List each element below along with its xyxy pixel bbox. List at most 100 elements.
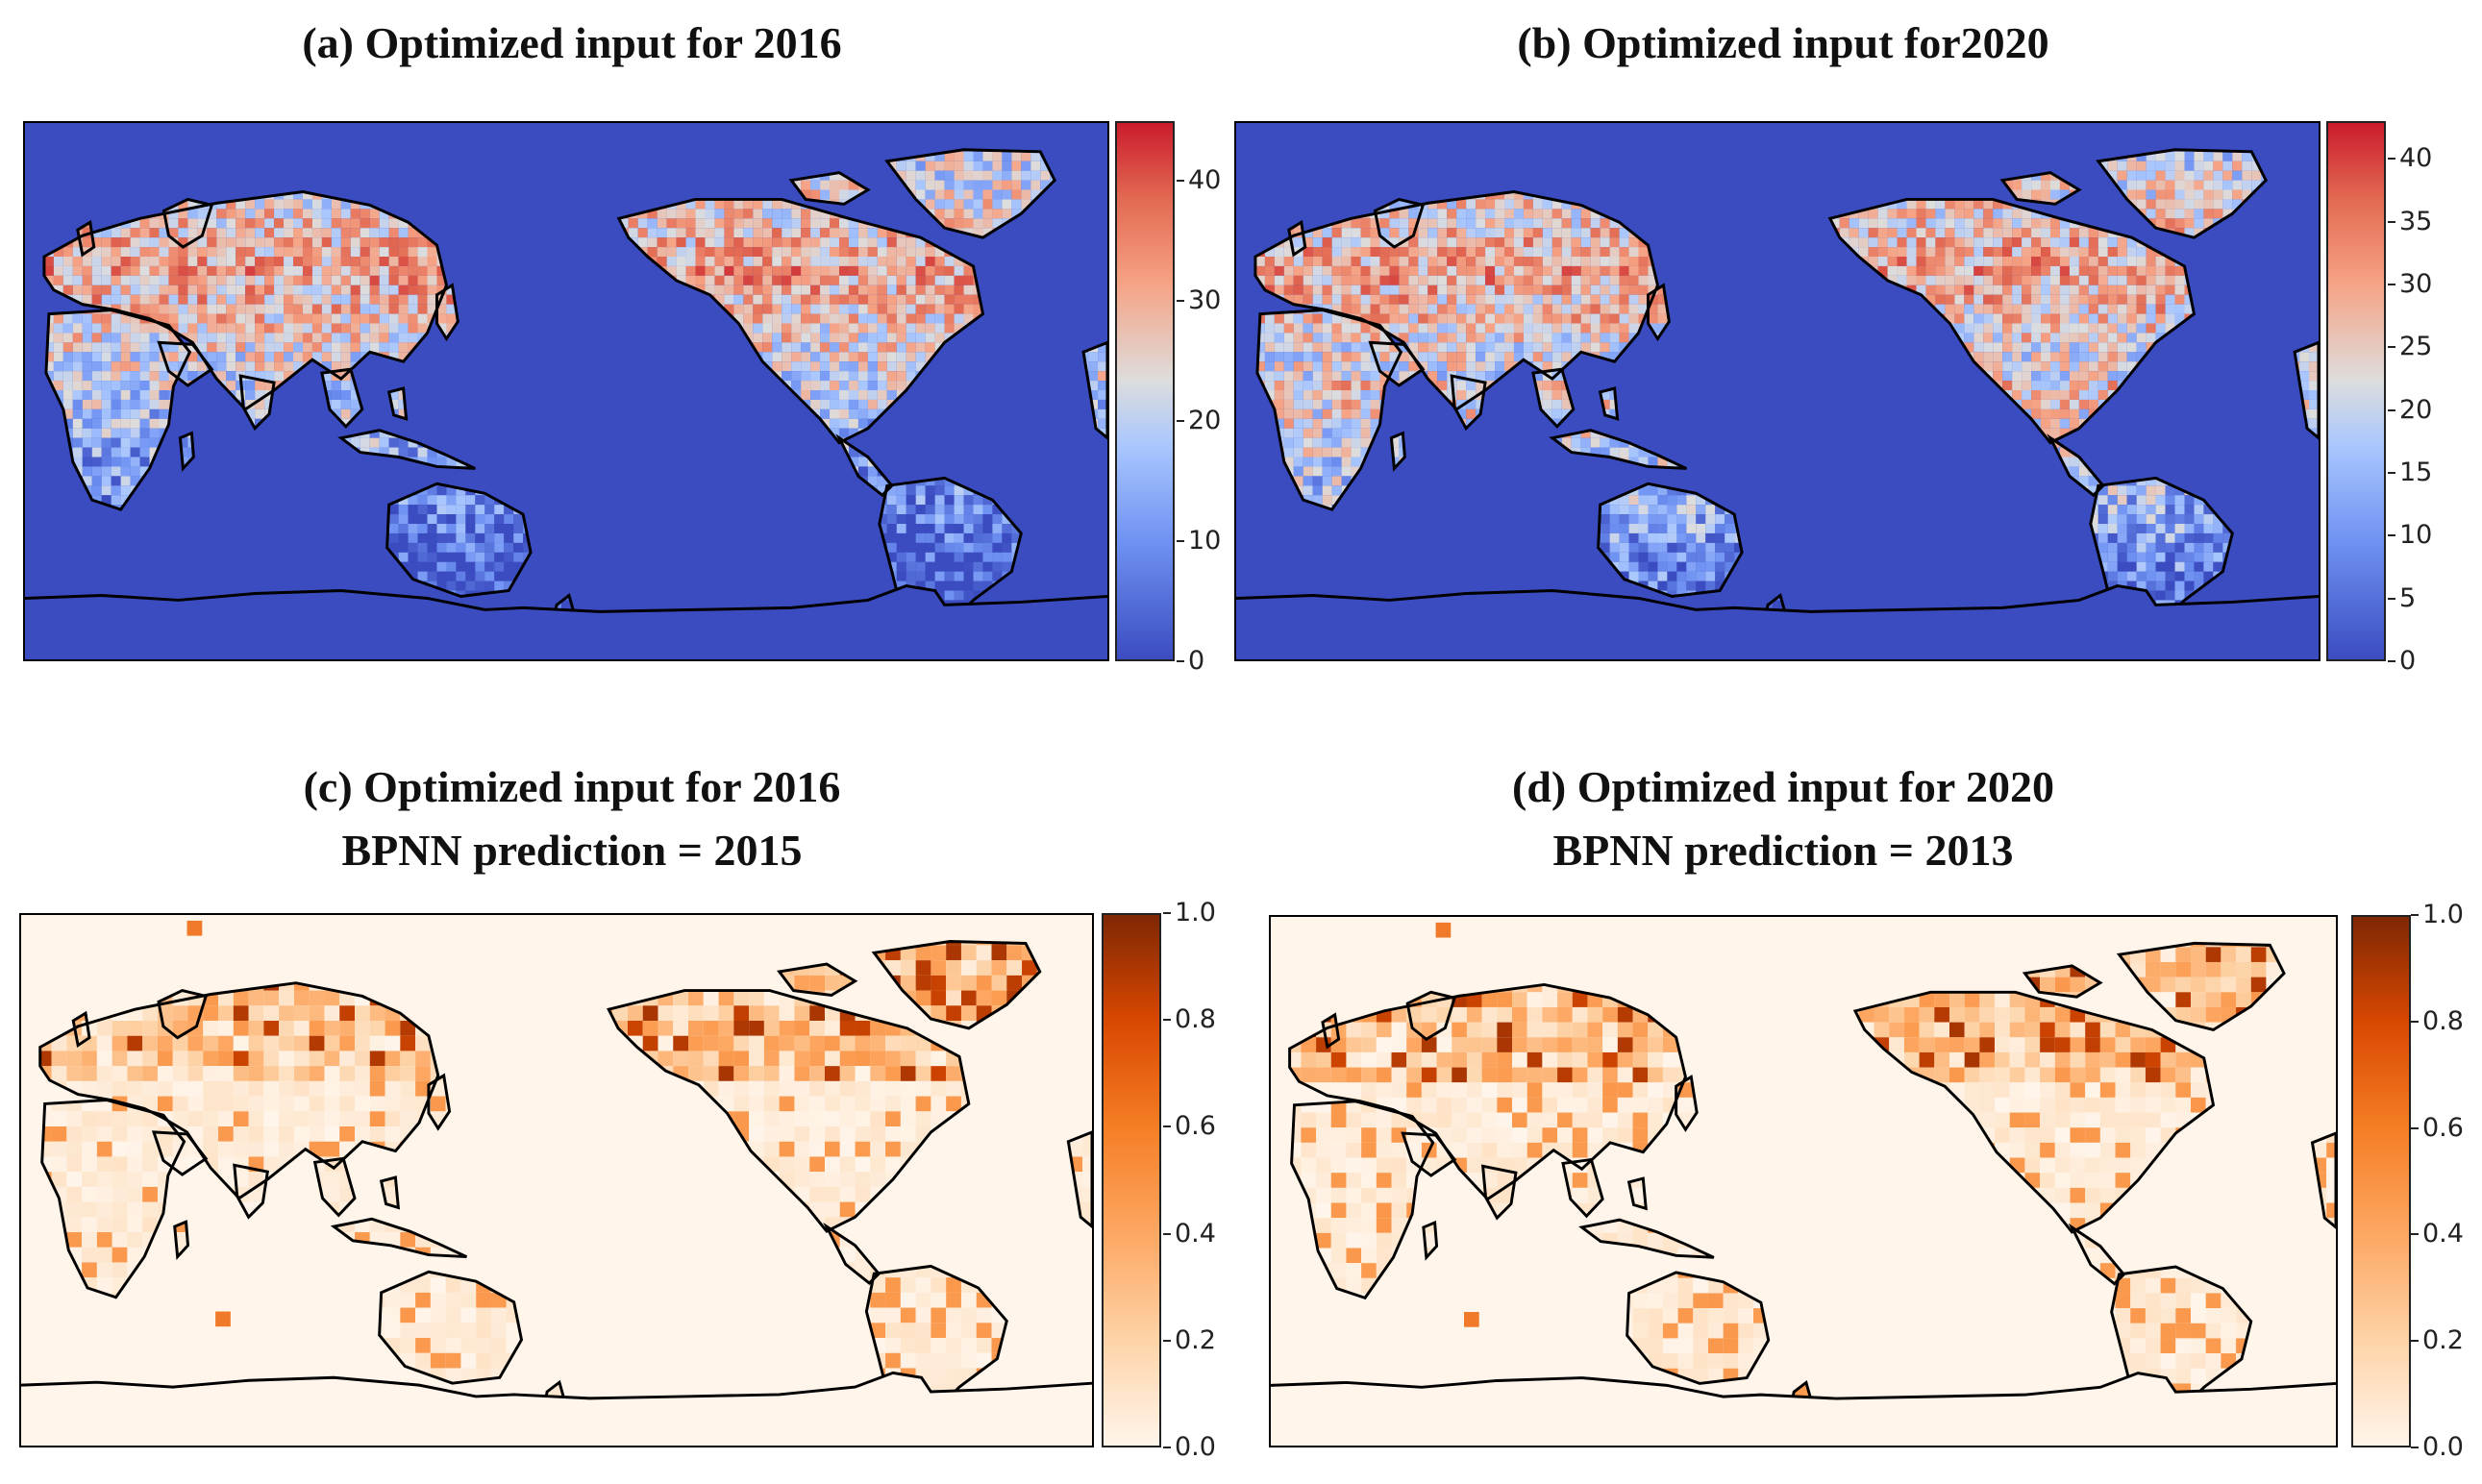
heat-cell	[350, 333, 360, 343]
heat-cell	[810, 294, 821, 305]
heat-cell	[149, 361, 160, 372]
heat-cell	[446, 485, 457, 496]
heat-cell	[408, 313, 418, 324]
heat-cell	[311, 284, 322, 295]
heat-cell	[934, 323, 945, 334]
heat-cell	[762, 209, 773, 219]
heat-cell	[820, 294, 831, 305]
heat-cell	[820, 399, 831, 409]
heat-cell	[925, 495, 935, 506]
heat-cell	[388, 333, 399, 343]
heat-cell	[101, 371, 112, 382]
heat-cell	[848, 218, 858, 229]
heat-cell	[934, 275, 945, 285]
heat-cell	[820, 237, 831, 248]
heat-cell	[130, 408, 140, 419]
heat-cell	[111, 313, 121, 324]
heat-cell	[398, 505, 409, 515]
heat-cell	[944, 265, 955, 276]
heat-cell	[944, 275, 955, 285]
heat-cell	[762, 265, 773, 276]
heat-cell	[120, 352, 131, 362]
heat-cell	[877, 399, 887, 409]
heat-cell	[1088, 361, 1099, 372]
heat-cell	[408, 284, 418, 295]
heat-cell	[1002, 161, 1012, 171]
heat-cell	[388, 390, 399, 400]
heat-cell	[226, 342, 236, 353]
heat-cell	[331, 237, 341, 248]
heat-cell	[159, 265, 169, 276]
heat-cell	[331, 361, 341, 372]
heat-cell	[992, 189, 1003, 200]
heat-cell	[91, 275, 102, 285]
heat-cell	[398, 313, 409, 324]
heat-cell	[838, 408, 849, 419]
heat-cell	[838, 371, 849, 382]
heat-cell	[801, 189, 811, 200]
heat-cell	[705, 218, 715, 229]
heat-cell	[264, 247, 275, 258]
heat-cell	[207, 333, 217, 343]
heat-cell	[130, 228, 140, 238]
heat-cell	[685, 209, 696, 219]
heat-cell	[896, 284, 906, 295]
heat-cell	[178, 342, 188, 353]
heat-cell	[1098, 408, 1107, 419]
heat-cell	[369, 304, 380, 314]
heat-cell	[91, 294, 102, 305]
heat-cell	[982, 209, 993, 219]
heat-cell	[992, 218, 1003, 229]
heat-cell	[695, 247, 706, 258]
heat-cell	[408, 237, 418, 248]
heat-cell	[1098, 381, 1107, 391]
heat-cell	[139, 361, 150, 372]
heat-cell	[408, 304, 418, 314]
heat-cell	[906, 532, 916, 543]
heat-cell	[236, 257, 246, 266]
heat-cell	[954, 495, 964, 506]
heat-cell	[791, 381, 802, 391]
heat-cell	[801, 275, 811, 285]
heat-cell	[91, 476, 102, 486]
heat-cell	[369, 342, 380, 353]
heat-cell	[666, 218, 677, 229]
heat-cell	[772, 257, 782, 266]
heat-cell	[724, 257, 734, 266]
heat-cell	[484, 532, 495, 543]
heat-cell	[82, 371, 92, 382]
heat-cell	[293, 228, 303, 238]
heat-cell	[925, 524, 935, 533]
heat-cell	[906, 505, 916, 515]
heat-cell	[207, 361, 217, 372]
heat-cell	[830, 323, 839, 334]
heat-cell	[772, 361, 782, 372]
heat-cell	[321, 381, 332, 391]
heat-cell	[925, 514, 935, 525]
heat-cell	[446, 323, 457, 334]
heat-cell	[331, 247, 341, 258]
heat-cell	[934, 333, 945, 343]
heat-cell	[130, 237, 140, 248]
heat-cell	[906, 352, 916, 362]
heat-cell	[753, 247, 763, 258]
heat-cell	[1021, 189, 1031, 200]
heat-cell	[159, 381, 169, 391]
heat-cell	[350, 218, 360, 229]
heat-cell	[886, 532, 897, 543]
heat-cell	[915, 361, 926, 372]
heat-cell	[427, 257, 437, 266]
heat-cell	[934, 476, 945, 486]
heat-cell	[43, 265, 54, 276]
heat-cell	[340, 218, 351, 229]
heat-cell	[896, 361, 906, 372]
heat-cell	[101, 284, 112, 295]
heat-cell	[915, 313, 926, 324]
heat-cell	[705, 275, 715, 285]
heat-cell	[973, 189, 983, 200]
heat-cell	[245, 294, 256, 305]
heat-cell	[762, 342, 773, 353]
heat-cell	[810, 228, 821, 238]
heat-cell	[91, 247, 102, 258]
heat-cell	[331, 228, 341, 238]
